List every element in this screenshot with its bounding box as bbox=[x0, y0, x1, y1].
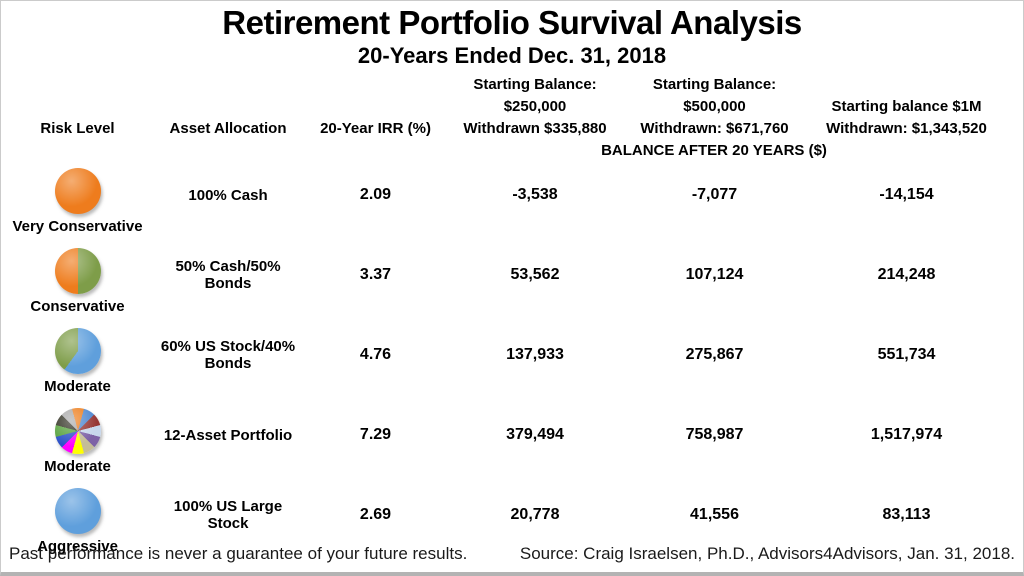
balance-1m-value: 214,248 bbox=[877, 266, 936, 283]
balance-250k-value: 53,562 bbox=[510, 266, 560, 283]
page-title: Retirement Portfolio Survival Analysis bbox=[222, 4, 802, 41]
column-header-1m-line1: Starting balance $1M bbox=[831, 98, 982, 115]
column-header-500k-line1: Starting Balance: $500,000 bbox=[652, 76, 777, 115]
risk-cell-moderate: Moderate bbox=[1, 328, 154, 396]
twelve-slice-multicolor-pie-icon bbox=[54, 408, 101, 454]
table-row: Aggressive 100% US Large Stock 2.69 20,7… bbox=[1, 482, 1023, 562]
balance-500k-value: 41,556 bbox=[690, 506, 739, 523]
blue-green-pie-icon bbox=[54, 328, 101, 374]
irr-value: 3.37 bbox=[359, 266, 392, 283]
balance-250k-value: 137,933 bbox=[506, 346, 564, 363]
risk-label: Conservative bbox=[30, 298, 125, 315]
irr-value: 2.69 bbox=[359, 506, 392, 523]
irr-value: 4.76 bbox=[359, 346, 392, 363]
risk-cell-very-conservative: Very Conservative bbox=[1, 168, 154, 236]
risk-label: Aggressive bbox=[37, 538, 118, 555]
risk-label: Moderate bbox=[44, 378, 111, 395]
balance-header-row: BALANCE AFTER 20 YEARS ($) bbox=[1, 140, 1023, 162]
balance-250k-value: 20,778 bbox=[510, 506, 560, 523]
asset-allocation-value: 100% US Large Stock bbox=[173, 498, 283, 532]
half-orange-half-green-pie-icon bbox=[54, 248, 101, 294]
footer: Past performance is never a guarantee of… bbox=[9, 544, 1015, 564]
balance-500k-value: 275,867 bbox=[685, 346, 744, 363]
balance-1m-value: 1,517,974 bbox=[870, 426, 943, 443]
risk-cell-conservative: Conservative bbox=[1, 248, 154, 316]
column-header-250k-line1: Starting Balance: $250,000 bbox=[473, 76, 597, 115]
asset-allocation-value: 100% Cash bbox=[188, 186, 268, 204]
balance-after-20-years-header: BALANCE AFTER 20 YEARS ($) bbox=[601, 142, 827, 159]
column-header-asset-allocation: Asset Allocation bbox=[169, 120, 287, 137]
balance-1m-value: 551,734 bbox=[877, 346, 936, 363]
column-header-risk-level: Risk Level bbox=[40, 120, 115, 137]
asset-allocation-value: 50% Cash/50% Bonds bbox=[175, 258, 281, 292]
balance-500k-value: 758,987 bbox=[685, 426, 744, 443]
column-header-500k: Starting Balance: $500,000 Withdrawn: $6… bbox=[621, 74, 808, 140]
table-row: Moderate 60% US Stock/40% Bonds 4.76 137… bbox=[1, 322, 1023, 402]
column-header-250k-line2: Withdrawn $335,880 bbox=[463, 120, 607, 137]
column-header-1m-line2: Withdrawn: $1,343,520 bbox=[826, 120, 987, 137]
risk-cell-aggressive: Aggressive bbox=[1, 488, 154, 556]
column-header-1m: Starting balance $1M Withdrawn: $1,343,5… bbox=[808, 74, 1023, 140]
irr-value: 2.09 bbox=[359, 186, 392, 203]
disclaimer-text: Past performance is never a guarantee of… bbox=[9, 544, 468, 563]
column-header-irr: 20-Year IRR (%) bbox=[320, 120, 431, 137]
irr-value: 7.29 bbox=[359, 426, 392, 443]
balance-250k-value: 379,494 bbox=[506, 426, 564, 443]
balance-500k-value: -7,077 bbox=[691, 186, 738, 203]
balance-500k-value: 107,124 bbox=[685, 266, 744, 283]
risk-cell-moderate-12-asset: Moderate bbox=[1, 408, 154, 476]
solid-blue-circle-icon bbox=[54, 488, 101, 534]
column-header-250k: Starting Balance: $250,000 Withdrawn $33… bbox=[449, 74, 621, 140]
balance-250k-value: -3,538 bbox=[512, 186, 558, 203]
risk-label: Moderate bbox=[44, 458, 111, 475]
page-subtitle: 20-Years Ended Dec. 31, 2018 bbox=[357, 43, 667, 68]
column-header-500k-line2: Withdrawn: $671,760 bbox=[640, 120, 789, 137]
balance-1m-value: -14,154 bbox=[879, 186, 934, 203]
risk-label: Very Conservative bbox=[12, 218, 143, 235]
table-row: Very Conservative 100% Cash 2.09 -3,538 … bbox=[1, 162, 1023, 242]
asset-allocation-value: 60% US Stock/40% Bonds bbox=[160, 338, 296, 372]
source-text: Source: Craig Israelsen, Ph.D., Advisors… bbox=[519, 544, 1015, 563]
column-header-row: Risk Level Asset Allocation 20-Year IRR … bbox=[1, 74, 1023, 140]
table-row: Conservative 50% Cash/50% Bonds 3.37 53,… bbox=[1, 242, 1023, 322]
asset-allocation-value: 12-Asset Portfolio bbox=[163, 426, 293, 444]
balance-1m-value: 83,113 bbox=[882, 506, 931, 523]
solid-orange-circle-icon bbox=[54, 168, 101, 214]
table-row: Moderate 12-Asset Portfolio 7.29 379,494… bbox=[1, 402, 1023, 482]
